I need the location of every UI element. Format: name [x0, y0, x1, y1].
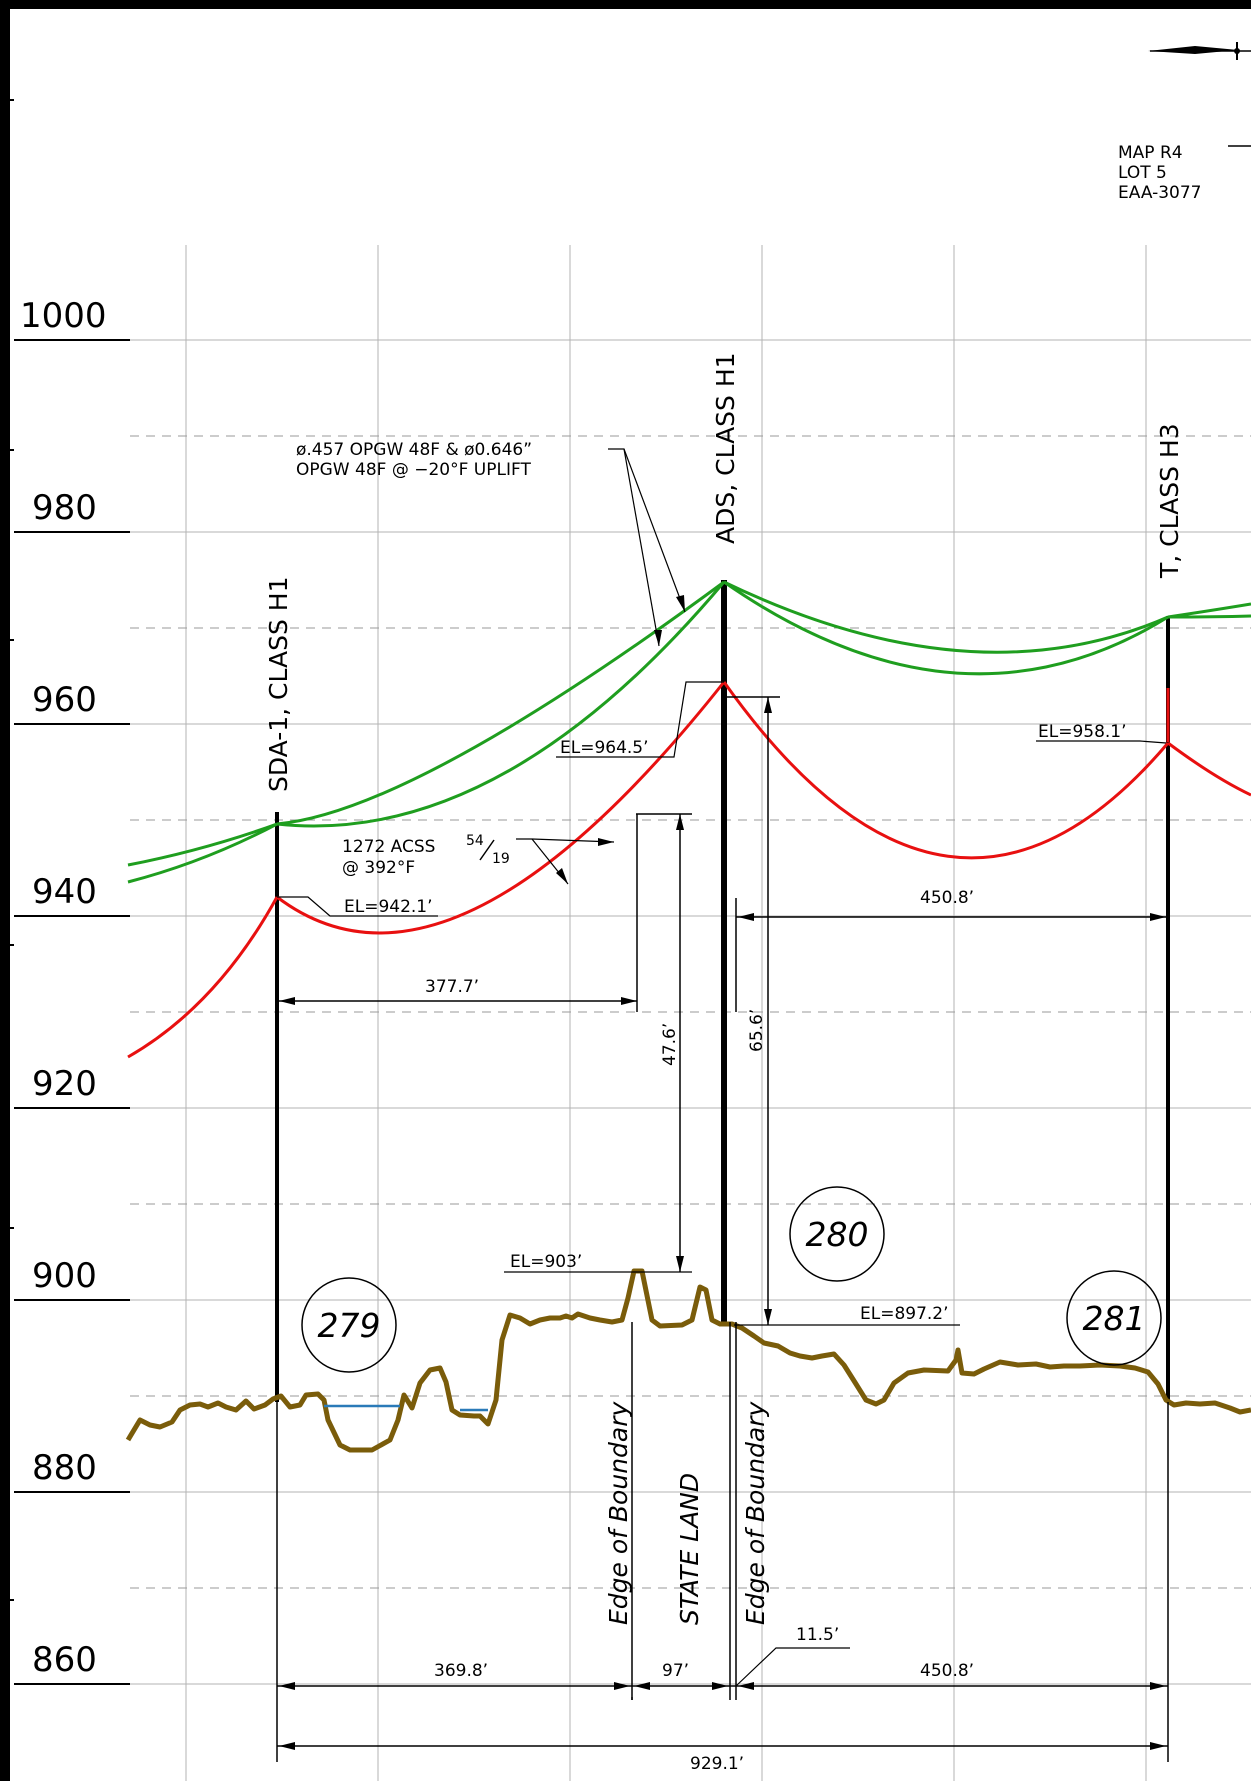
elevation-label-860: 860: [32, 1640, 97, 1680]
span-bottom-a: 369.8’: [434, 1661, 488, 1681]
upper-span-dimensions: 377.7’ 450.8’: [277, 814, 1168, 1012]
station-marker-280: [789, 1186, 885, 1282]
elevation-label-940: 940: [32, 872, 97, 912]
structure-label-ads: ADS, CLASS H1: [711, 352, 740, 544]
conductor-right: [1167, 741, 1251, 797]
structures: SDA-1, CLASS H1 ADS, CLASS H1 T, CLASS H…: [264, 352, 1184, 1402]
el-label-ads: EL=964.5’: [560, 738, 649, 758]
opgw-wire-b-right: [1167, 614, 1251, 619]
opgw-wire-a-left: [127, 822, 278, 867]
opgw-wire-a-span2: [723, 580, 1169, 654]
clearance-left: 47.6’: [660, 1023, 680, 1066]
opgw-wire-b-span1: [276, 581, 726, 828]
structure-label-sda-1: SDA-1, CLASS H1: [264, 576, 293, 792]
el-label-t: EL=958.1’: [1038, 722, 1127, 742]
elevation-label-900: 900: [32, 1256, 97, 1296]
elevation-label-880: 880: [32, 1448, 97, 1488]
conductor-span1: [276, 681, 726, 935]
opgw-wire-b-left: [127, 822, 278, 884]
ground-el-label-ads: EL=897.2’: [860, 1304, 949, 1324]
conductor-note-line1: 1272 ACSS: [342, 837, 435, 857]
elevation-label-920: 920: [32, 1064, 97, 1104]
conductor-span2: [722, 681, 1170, 860]
elevation-callouts: EL=942.1’ EL=964.5’ EL=958.1’ EL=903’ EL…: [277, 681, 1167, 1326]
structure-label-t: T, CLASS H3: [1155, 423, 1184, 579]
opgw-wires: [127, 580, 1251, 884]
conductor-note-line2: @ 392°F: [342, 858, 415, 878]
station-label-279: 279: [318, 1306, 381, 1345]
opgw-wire-b-span2: [723, 580, 1169, 676]
bottom-span-dimensions: 369.8’ 97’ 11.5’ 450.8’ 929.1’: [276, 1402, 1169, 1774]
opgw-note-line2: OPGW 48F @ −20°F UPLIFT: [296, 460, 531, 480]
conductor-fraction-num: 54: [466, 833, 484, 849]
parcel-info: MAP R4 LOT 5 EAA-3077: [1118, 143, 1251, 203]
elevation-label-980: 980: [32, 488, 97, 528]
span-upper-right: 450.8’: [920, 888, 974, 908]
opgw-wire-a-span1: [276, 580, 725, 826]
parcel-map: MAP R4: [1118, 143, 1183, 163]
north-arrow-icon: [1148, 42, 1251, 60]
clearance-right: 65.6’: [747, 1009, 767, 1052]
ground-el-label-high: EL=903’: [510, 1252, 582, 1272]
land-label-state-land: STATE LAND: [675, 1473, 704, 1625]
span-total: 929.1’: [690, 1754, 744, 1774]
grid: [130, 245, 1251, 1781]
ground-profile: [125, 1268, 1251, 1453]
elevation-label-1000: 1000: [20, 296, 107, 336]
conductor-fraction-den: 19: [492, 851, 510, 867]
station-markers: 279 280 281: [301, 1186, 1162, 1373]
station-label-280: 280: [806, 1215, 869, 1254]
conductor-wire: [127, 681, 1251, 1059]
opgw-note-line1: ø.457 OPGW 48F & ø0.646”: [296, 440, 532, 460]
opgw-note: ø.457 OPGW 48F & ø0.646” OPGW 48F @ −20°…: [296, 440, 686, 647]
elevation-label-960: 960: [32, 680, 97, 720]
elevation-axis: 1000 980 960 940 920 900 880 860: [14, 296, 130, 1685]
el-label-sda-1: EL=942.1’: [344, 897, 433, 917]
station-marker-281: [1066, 1270, 1162, 1366]
span-bottom-d: 450.8’: [920, 1661, 974, 1681]
ground-profile-line: [125, 1268, 1251, 1453]
station-marker-279: [301, 1277, 397, 1373]
span-bottom-c: 11.5’: [796, 1625, 839, 1645]
conductor-note: 1272 ACSS 54 19 @ 392°F: [342, 833, 615, 885]
span-bottom-b: 97’: [662, 1661, 689, 1681]
span-upper-left: 377.7’: [425, 977, 479, 997]
station-label-281: 281: [1083, 1299, 1146, 1338]
parcel-easement: EAA-3077: [1118, 183, 1202, 203]
conductor-left: [127, 896, 279, 1059]
clearance-dimensions: 47.6’ 65.6’: [636, 696, 780, 1325]
land-label-boundary-1: Edge of Boundary: [604, 1400, 633, 1625]
boundary-lines: Edge of Boundary STATE LAND Edge of Boun…: [604, 1322, 770, 1700]
parcel-lot: LOT 5: [1118, 163, 1167, 183]
land-label-boundary-2: Edge of Boundary: [741, 1400, 770, 1625]
